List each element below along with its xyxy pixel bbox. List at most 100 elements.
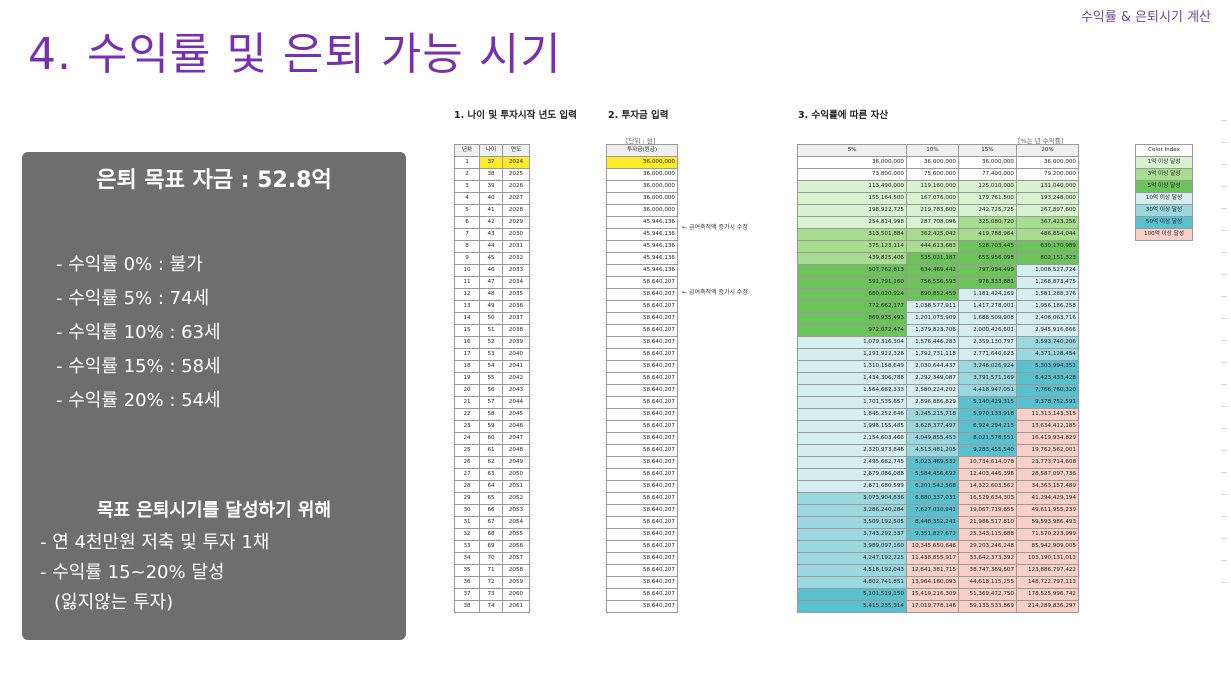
return-10pct-cell: 219,783,600 [906,204,959,217]
year-cell: 2044 [502,396,530,409]
year-cell: 2041 [502,360,530,373]
table-row: 58,640,207 [606,408,678,421]
return-5pct-cell: 1,564,662,333 [797,384,907,397]
table-row: 1 37 2024 [454,156,530,169]
investment-cell: 58,640,207 [606,528,678,541]
table-row: 58,640,207 [606,492,678,505]
table-row: 34 70 2057 [454,552,530,565]
color-index-row: 5억 이상 달성 [1135,180,1193,193]
slide-title: 4. 수익률 및 은퇴 가능 시기 [28,29,562,80]
age-cell: 47 [479,276,503,289]
retirement-goal: 은퇴 목표 자금 : 52.8억 [96,168,332,193]
return-20pct-cell: 1,581,288,376 [1016,288,1079,301]
table-row: 58,640,207 [606,300,678,313]
return-20pct-cell: 6,423,433,428 [1016,372,1079,385]
return-20pct-cell: 103,190,131,013 [1016,552,1079,565]
investment-cell: 36,000,000 [606,204,678,217]
return-20pct-cell: 148,722,797,113 [1016,576,1079,589]
return-15pct-cell: 2,359,130,797 [958,336,1017,349]
return-10pct-cell: 2,030,644,437 [906,360,959,373]
return-5pct-cell: 1,845,252,646 [797,408,907,421]
col-header-10pct: 10% [906,144,959,157]
age-cell: 39 [479,180,503,193]
investment-cell: 58,640,207 [606,396,678,409]
table-row: 25 61 2048 [454,444,530,457]
year-index-cell: 22 [454,408,480,421]
investment-cell: 58,640,207 [606,588,678,601]
year-cell: 2026 [502,180,530,193]
return-15pct-cell: 8,021,578,551 [958,432,1017,445]
return-5pct-cell: 1,434,306,788 [797,372,907,385]
return-20pct-cell: 486,854,044 [1016,228,1079,241]
return-15pct-cell: 59,133,533,869 [958,600,1017,613]
return-5pct-cell: 375,123,114 [797,240,907,253]
sheet-gridline [1221,230,1227,231]
year-index-cell: 15 [454,324,480,337]
table-row: 19 55 2042 [454,372,530,385]
return-15pct-cell: 325,080,720 [958,216,1017,229]
return-20pct-cell: 131,040,000 [1016,180,1079,193]
year-index-cell: 25 [454,444,480,457]
return-15pct-cell: 653,956,098 [958,252,1017,265]
year-index-cell: 13 [454,300,480,313]
return-5pct-cell: 2,495,662,745 [797,456,907,469]
table-row: 24 60 2047 [454,432,530,445]
year-index-cell: 30 [454,504,480,517]
col-header-20pct: 20% [1016,144,1079,157]
salary-note: ← 급여축적액 증가시 수정 [682,224,748,231]
color-index-row: 50억 이상 달성 [1135,216,1193,229]
year-index-cell: 36 [454,576,480,589]
table-row: 37 73 2060 [454,588,530,601]
investment-cell: 58,640,207 [606,468,678,481]
return-15pct-cell: 242,725,725 [958,204,1017,217]
color-index-table: Color Index 1억 이상 달성 3억 이상 달성 5억 이상 달성 10억 … [1135,144,1193,241]
year-index-cell: 29 [454,492,480,505]
return-10pct-cell: 2,292,349,087 [906,372,959,385]
strategy-item: - 연 4천만원 저축 및 투자 1채 [40,532,270,553]
age-cell: 69 [479,540,503,553]
return-10pct-cell: 5,584,456,692 [906,468,959,481]
age-cell: 50 [479,312,503,325]
rate-item: - 수익률 10% : 63세 [56,322,221,343]
return-5pct-cell: 3,286,240,284 [797,504,907,517]
table-row: 4,247,192,225 11,438,855,917 33,642,373,39… [797,552,1079,565]
table-row: 1,845,252,646 3,245,215,718 5,970,133,918 1… [797,408,1079,421]
return-10pct-cell: 3,245,215,718 [906,408,959,421]
col-header-5pct: 5% [797,144,907,157]
age-cell: 63 [479,468,503,481]
return-10pct-cell: 1,379,823,706 [906,324,959,337]
age-cell: 68 [479,528,503,541]
return-10pct-cell: 756,556,593 [906,276,959,289]
return-5pct-cell: 73,800,000 [797,168,907,181]
return-5pct-cell: 1,701,535,657 [797,396,907,409]
investment-cell: 45,946,136 [606,228,678,241]
return-10pct-cell: 1,038,577,911 [906,300,959,313]
age-cell: 44 [479,240,503,253]
returns-unit-label: [%는 년 수익률] [1018,137,1064,145]
rate-item: - 수익률 15% : 58세 [56,356,221,377]
return-15pct-cell: 44,618,115,255 [958,576,1017,589]
investment-cell: 36,000,000 [606,156,678,169]
table-row: 13 49 2036 [454,300,530,313]
return-5pct-cell: 3,509,192,505 [797,516,907,529]
return-20pct-cell: 193,248,000 [1016,192,1079,205]
table-row: 972,072,474 1,379,823,706 2,000,426,601 2,9… [797,324,1079,337]
table-row: 113,490,000 119,160,000 125,010,000 131,040… [797,180,1079,193]
table-row: 36,000,000 [606,168,678,181]
return-20pct-cell: 5,303,994,351 [1016,360,1079,373]
age-cell: 66 [479,504,503,517]
table-row: 439,825,406 535,021,187 653,956,098 802,151… [797,252,1079,265]
age-cell: 38 [479,168,503,181]
table-row: 58,640,207 [606,480,678,493]
col-header-15pct: 15% [958,144,1017,157]
investment-cell: 58,640,207 [606,408,678,421]
table-row: 36,000,000 [606,180,678,193]
year-index-cell: 35 [454,564,480,577]
return-10pct-cell: 15,419,216,309 [906,588,959,601]
year-index-cell: 18 [454,360,480,373]
table-row: 869,935,493 1,201,075,909 1,688,509,908 2,4… [797,312,1079,325]
return-10pct-cell: 2,896,886,829 [906,396,959,409]
return-20pct-cell: 178,525,996,742 [1016,588,1079,601]
return-10pct-cell: 119,160,000 [906,180,959,193]
table-row: 32 68 2055 [454,528,530,541]
